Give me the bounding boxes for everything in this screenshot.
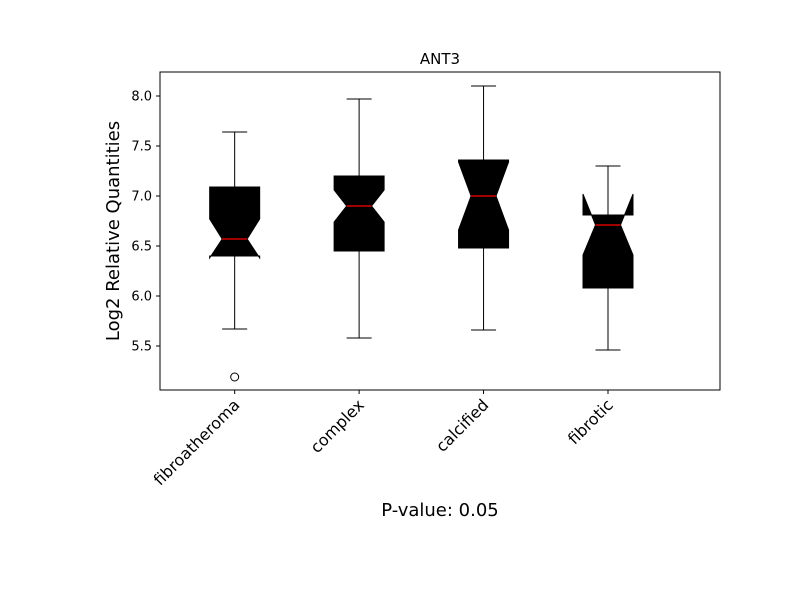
- chart-title: ANT3: [420, 50, 460, 68]
- x-axis-label: P-value: 0.05: [381, 500, 499, 521]
- y-tick-label: 8.0: [131, 90, 152, 105]
- outlier: [230, 372, 240, 382]
- x-tick-label: fibrotic: [564, 395, 617, 448]
- y-tick-label: 7.5: [131, 140, 152, 155]
- y-axis-label: Log2 Relative Quantities: [103, 121, 124, 341]
- box: [333, 175, 385, 252]
- y-tick-label: 5.5: [131, 340, 152, 355]
- y-tick-label: 7.0: [131, 190, 152, 205]
- box: [582, 193, 634, 289]
- plot-frame: [159, 71, 721, 391]
- box: [458, 159, 510, 249]
- x-tick-label: fibroatheroma: [150, 395, 244, 489]
- y-tick-label: 6.5: [131, 240, 152, 255]
- box: [209, 186, 261, 260]
- y-tick-label: 6.0: [131, 290, 152, 305]
- x-tick-label: complex: [307, 395, 368, 456]
- x-tick-label: calcified: [432, 395, 492, 455]
